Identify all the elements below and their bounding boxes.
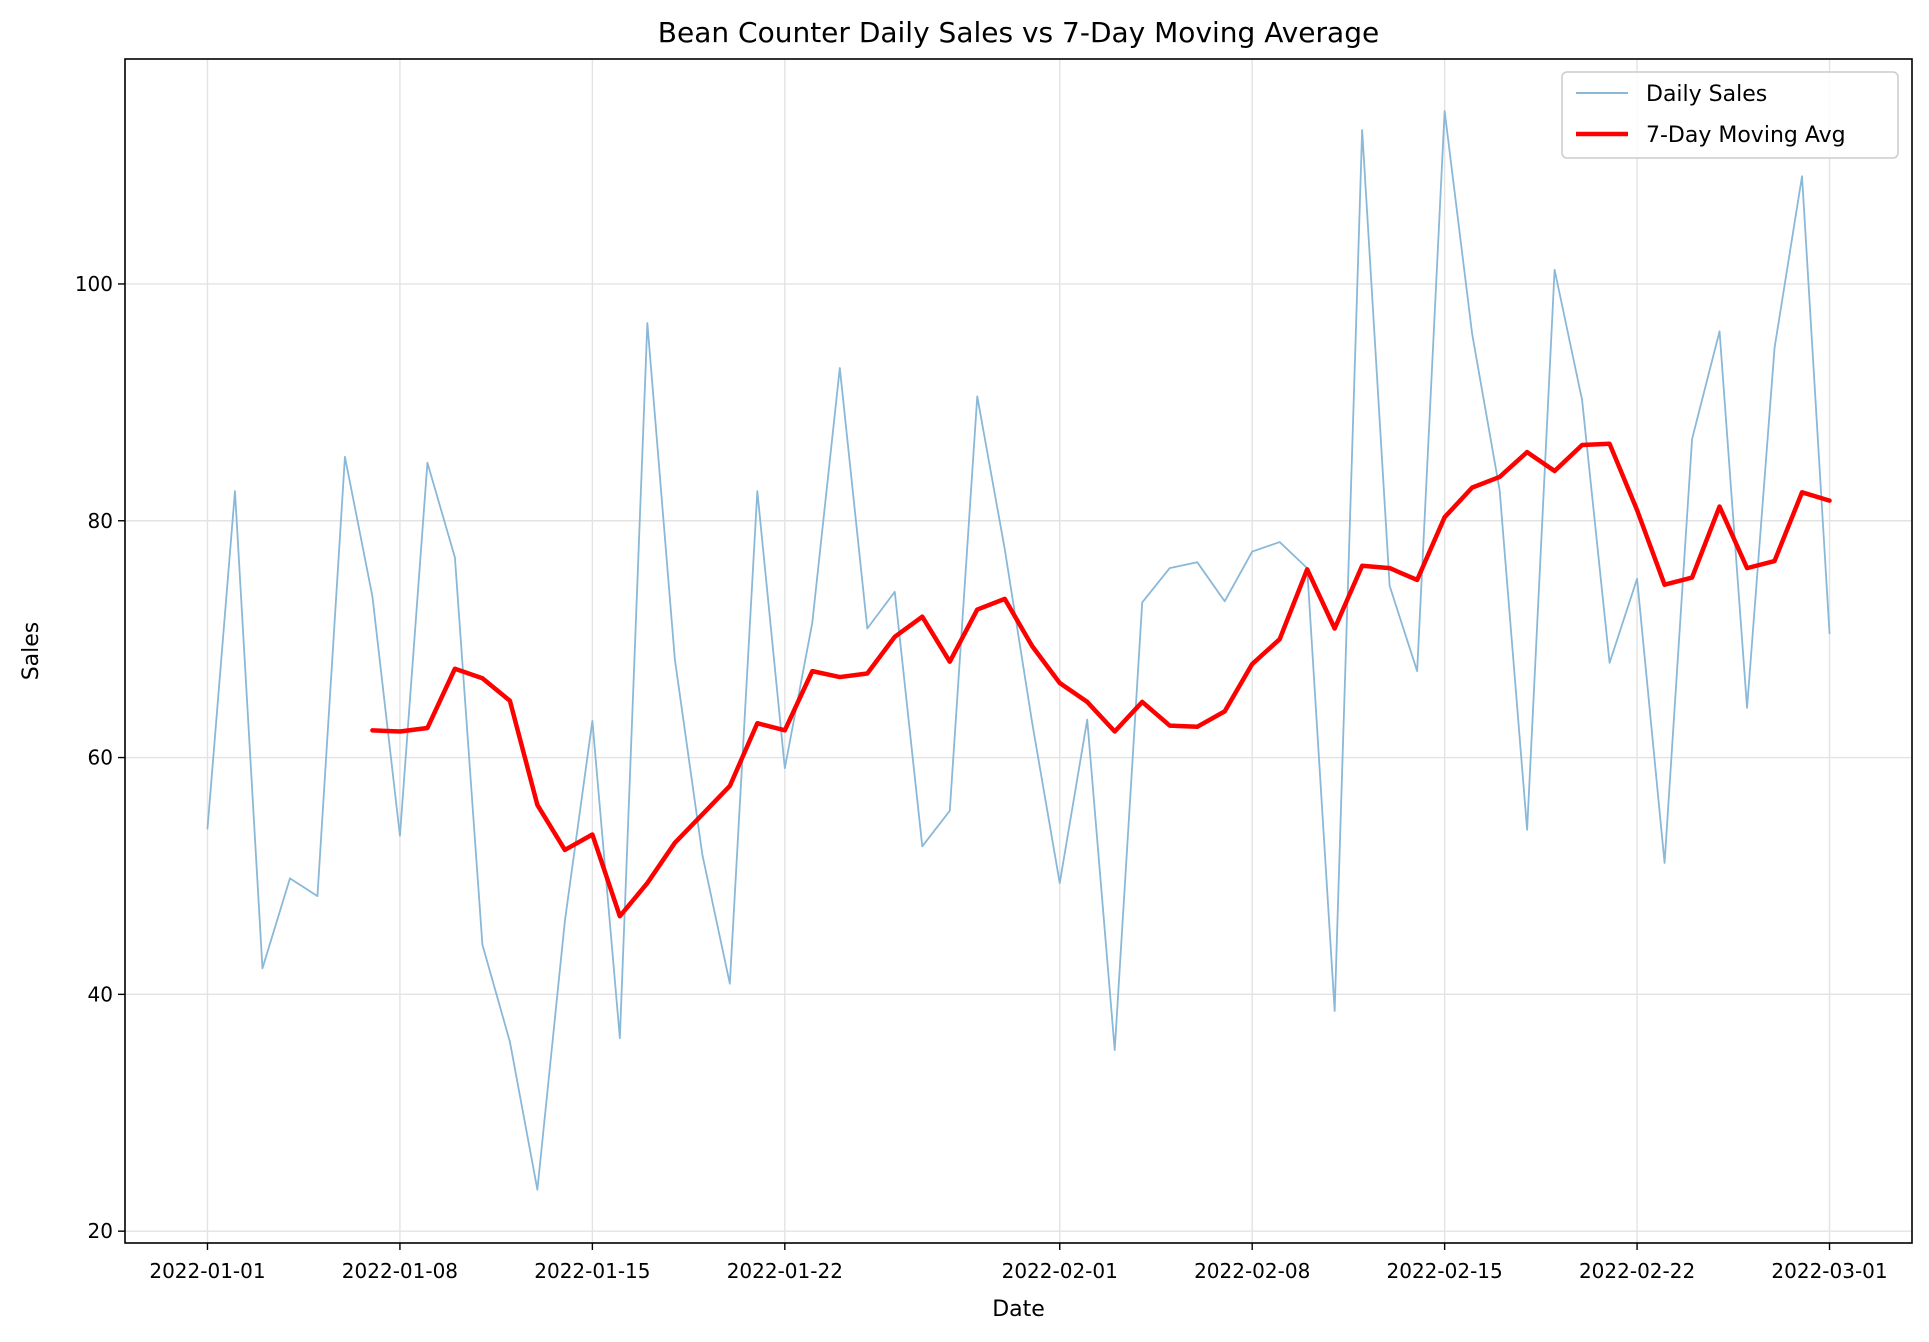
x-tick-label: 2022-02-22 [1579, 1259, 1695, 1283]
y-tick-label: 40 [88, 982, 113, 1006]
x-tick-label: 2022-01-08 [342, 1259, 458, 1283]
x-tick-label: 2022-02-01 [1002, 1259, 1118, 1283]
x-tick-label: 2022-02-08 [1194, 1259, 1310, 1283]
plot-frame [124, 58, 1913, 1244]
x-tick-label: 2022-02-15 [1387, 1259, 1503, 1283]
y-tick-label: 60 [88, 746, 113, 770]
legend-label-daily-sales: Daily Sales [1646, 82, 1767, 107]
legend-box [1561, 71, 1899, 159]
moving-average-line [370, 441, 1832, 919]
y-tick-label: 20 [88, 1219, 113, 1243]
y-axis-title: Sales [19, 622, 44, 681]
x-tick-label: 2022-01-22 [727, 1259, 843, 1283]
x-tick-label: 2022-01-15 [534, 1259, 650, 1283]
grid-layer [125, 59, 1912, 1243]
chart-title: Bean Counter Daily Sales vs 7-Day Moving… [658, 16, 1379, 49]
y-tick-label: 80 [88, 509, 113, 533]
x-tick-label: 2022-01-01 [149, 1259, 265, 1283]
x-axis-title: Date [992, 1297, 1045, 1322]
series-layer [206, 110, 1832, 1191]
daily-sales-line [206, 110, 1831, 1191]
tick-layer: 2022-01-01 2022-01-08 2022-01-15 2022-01-22… [75, 272, 1888, 1283]
x-tick-label: 2022-03-01 [1771, 1259, 1887, 1283]
legend: Daily Sales 7-Day Moving Avg [1561, 71, 1899, 159]
y-tick-label: 100 [75, 272, 113, 296]
legend-label-moving-avg: 7-Day Moving Avg [1646, 123, 1846, 148]
